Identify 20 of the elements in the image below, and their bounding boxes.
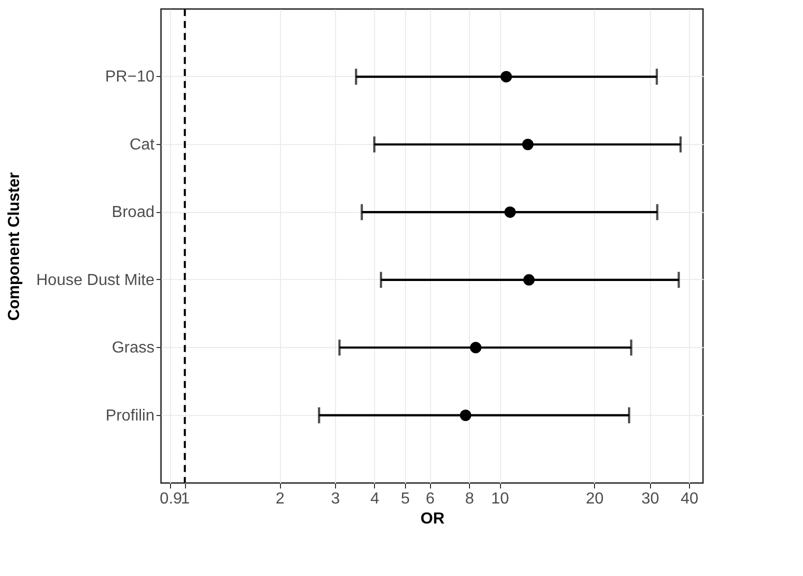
y-tick-label: PR−10 bbox=[105, 68, 155, 86]
y-tick-label: Cat bbox=[130, 136, 156, 154]
x-tick-label: 40 bbox=[680, 490, 699, 508]
x-tick-label: 2 bbox=[276, 490, 285, 508]
x-tick-label: 4 bbox=[370, 490, 380, 508]
x-tick-label: 0.9 bbox=[160, 490, 182, 508]
x-tick-label: 6 bbox=[426, 490, 435, 508]
x-tick-label: 30 bbox=[641, 490, 660, 508]
x-tick-label: 1 bbox=[180, 490, 190, 508]
x-tick-label: 20 bbox=[586, 490, 604, 508]
x-tick-label: 3 bbox=[331, 490, 340, 508]
x-tick-label: 8 bbox=[465, 490, 474, 508]
x-axis-title: OR bbox=[420, 510, 445, 528]
y-tick-label: Profilin bbox=[106, 407, 154, 424]
y-tick-label: House Dust Mite bbox=[36, 272, 155, 289]
y-tick-label: Grass bbox=[112, 340, 154, 357]
y-tick-label: Broad bbox=[112, 204, 154, 222]
x-tick-label: 5 bbox=[400, 490, 410, 508]
x-tick-label: 10 bbox=[491, 490, 510, 508]
y-axis-title: Component Cluster bbox=[6, 172, 24, 321]
